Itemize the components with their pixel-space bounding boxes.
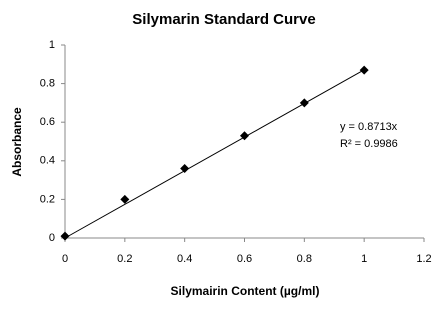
data-point [240,131,249,141]
y-tick-label: 0.4 [40,155,55,167]
x-tick-label: 0.8 [297,253,312,265]
y-tick-label: 0.2 [40,193,55,205]
x-tick-label: 0.4 [177,253,192,265]
data-point [180,164,190,174]
chart-title: Silymarin Standard Curve [132,11,315,28]
x-tick-label: 0 [62,253,68,265]
trendline [64,69,365,239]
x-tick-label: 1.2 [416,253,431,265]
y-axis-label: Absorbance [10,107,24,177]
y-tick-label: 0.8 [40,78,55,90]
data-point [359,65,369,75]
x-tick-label: 0.6 [237,253,252,265]
annotation: y = 0.8713x [340,121,398,133]
x-tick-label: 0.2 [117,253,132,265]
y-tick-label: 1 [49,39,55,51]
x-axis-label: Silymairin Content (µg/ml) [171,284,320,298]
annotation: R² = 0.9986 [340,138,398,150]
x-tick-label: 1 [361,253,367,265]
data-point [299,98,309,108]
data-point [120,194,130,204]
y-tick-label: 0.6 [40,116,55,128]
y-tick-label: 0 [49,232,55,244]
data-point [60,231,70,241]
